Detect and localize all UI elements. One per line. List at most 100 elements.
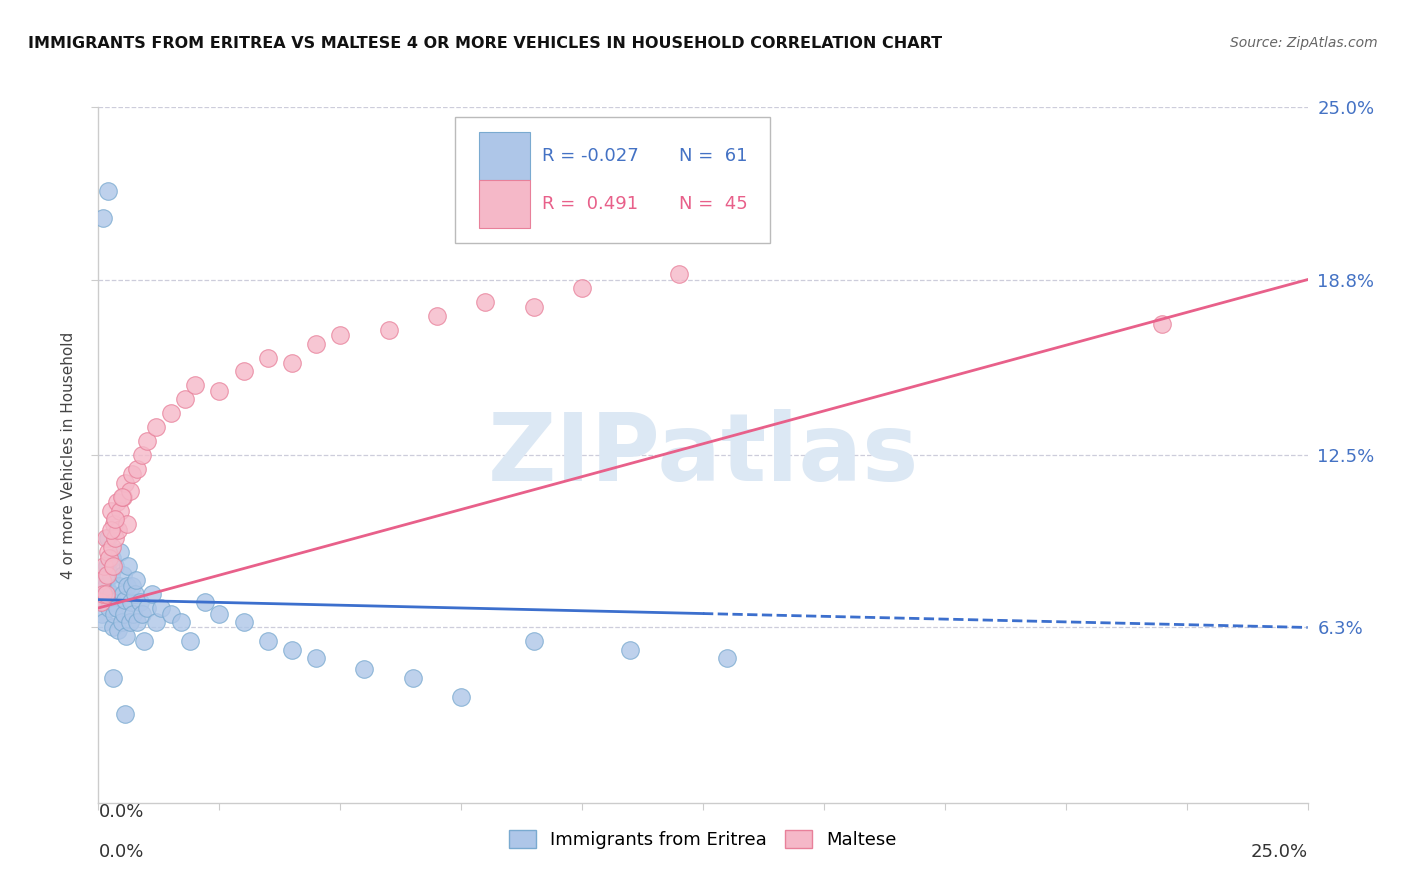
Point (127, 615, 149, 629)
Point (100, 567, 122, 582)
Point (232, 615, 254, 629)
Point (1152, 317, 1174, 331)
Point (131, 448, 153, 462)
Y-axis label: 4 or more Vehicles in Household: 4 or more Vehicles in Household (60, 331, 76, 579)
Point (90, 595, 112, 609)
Point (96, 567, 118, 582)
FancyBboxPatch shape (456, 118, 769, 243)
Point (93, 559, 115, 574)
Point (96, 559, 118, 574)
FancyBboxPatch shape (479, 132, 530, 180)
Point (121, 467, 143, 482)
Text: N =  61: N = 61 (679, 147, 748, 165)
Point (114, 592, 136, 607)
Point (107, 579, 129, 593)
Point (124, 587, 146, 601)
Point (101, 550, 124, 565)
Point (103, 517, 125, 532)
Point (105, 601, 128, 615)
Point (523, 301, 546, 315)
Point (91, 587, 114, 601)
Text: IMMIGRANTS FROM ERITREA VS MALTESE 4 OR MORE VEHICLES IN HOUSEHOLD CORRELATION C: IMMIGRANTS FROM ERITREA VS MALTESE 4 OR … (28, 36, 942, 51)
Point (91, 211, 114, 226)
Point (377, 323, 399, 337)
Legend: Immigrants from Eritrea, Maltese: Immigrants from Eritrea, Maltese (502, 822, 904, 856)
Point (104, 512, 127, 526)
Point (256, 351, 278, 365)
Point (114, 706, 136, 721)
Point (160, 406, 183, 420)
Point (117, 579, 139, 593)
Point (104, 532, 127, 546)
Point (127, 462, 149, 476)
Point (184, 378, 207, 392)
Point (117, 517, 139, 532)
Point (174, 392, 197, 407)
Point (101, 540, 124, 554)
Point (145, 615, 167, 629)
Point (179, 634, 201, 648)
Point (450, 690, 472, 704)
Point (571, 281, 593, 295)
Point (716, 651, 738, 665)
Point (281, 356, 304, 370)
Point (114, 475, 136, 490)
Point (169, 615, 191, 629)
Point (134, 634, 156, 648)
Text: R = -0.027: R = -0.027 (543, 147, 638, 165)
Point (94, 532, 117, 546)
Text: 0.0%: 0.0% (98, 843, 143, 861)
Text: ZIPatlas: ZIPatlas (488, 409, 918, 501)
Point (100, 503, 122, 517)
Point (112, 607, 135, 621)
Text: 25.0%: 25.0% (1250, 843, 1308, 861)
Point (107, 523, 129, 537)
Point (125, 573, 148, 587)
Point (111, 490, 134, 504)
Point (474, 294, 496, 309)
Point (91, 587, 114, 601)
Point (91, 573, 114, 587)
Point (94, 579, 117, 593)
Point (145, 420, 167, 434)
Point (94, 573, 117, 587)
Point (101, 559, 124, 574)
FancyBboxPatch shape (479, 180, 530, 228)
Point (97, 184, 120, 198)
Point (100, 587, 122, 601)
Point (111, 615, 134, 629)
Point (256, 634, 278, 648)
Point (117, 559, 139, 574)
Point (111, 587, 134, 601)
Point (426, 309, 449, 323)
Text: R =  0.491: R = 0.491 (543, 195, 638, 213)
Point (523, 634, 546, 648)
Point (208, 384, 231, 398)
Point (120, 595, 142, 609)
Point (103, 607, 125, 621)
Point (402, 671, 425, 685)
Point (98, 550, 121, 565)
Text: 0.0%: 0.0% (98, 803, 143, 821)
Point (118, 484, 141, 499)
Point (305, 336, 328, 351)
Point (305, 651, 328, 665)
Point (150, 601, 173, 615)
Point (135, 434, 157, 448)
Point (104, 559, 127, 574)
Point (194, 595, 217, 609)
Point (118, 615, 141, 629)
Point (135, 601, 157, 615)
Text: Source: ZipAtlas.com: Source: ZipAtlas.com (1230, 36, 1378, 50)
Point (208, 607, 231, 621)
Point (619, 642, 641, 657)
Point (97, 545, 120, 559)
Point (105, 495, 128, 509)
Point (281, 642, 304, 657)
Point (97, 532, 120, 546)
Point (141, 587, 163, 601)
Point (329, 328, 352, 343)
Point (94, 587, 117, 601)
Point (101, 671, 124, 685)
Point (668, 267, 690, 281)
